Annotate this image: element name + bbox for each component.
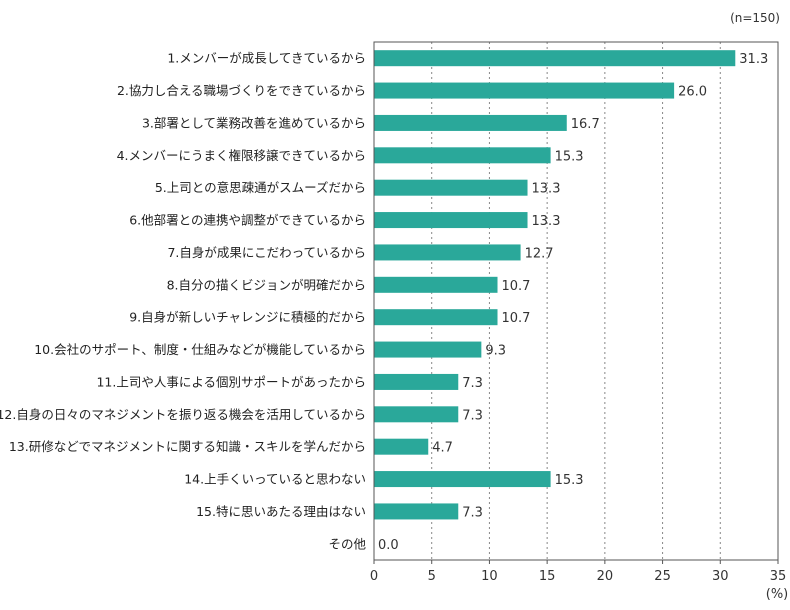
bar — [374, 341, 482, 358]
bar — [374, 471, 551, 488]
x-tick-label: 35 — [770, 569, 787, 584]
value-label: 7.3 — [462, 408, 483, 423]
value-label: 10.7 — [502, 279, 531, 294]
category-label: 12.自身の日々のマネジメントを振り返る機会を活用しているから — [0, 407, 366, 422]
bar — [374, 179, 528, 196]
bar — [374, 406, 459, 423]
category-label: 4.メンバーにうまく権限移譲できているから — [117, 148, 366, 163]
bar — [374, 276, 498, 293]
value-label: 16.7 — [571, 117, 600, 132]
x-tick-label: 30 — [712, 569, 729, 584]
bar — [374, 114, 567, 131]
x-tick-label: 0 — [370, 569, 378, 584]
category-label: 13.研修などでマネジメントに関する知識・スキルを学んだから — [9, 439, 366, 454]
value-label: 9.3 — [485, 344, 506, 359]
x-tick-label: 5 — [428, 569, 436, 584]
x-axis-unit: (%) — [766, 587, 789, 602]
category-label: 6.他部署との連携や調整ができているから — [129, 213, 366, 228]
bars — [374, 50, 736, 520]
category-label: 7.自身が成果にこだわっているから — [167, 245, 366, 260]
bar — [374, 212, 528, 229]
bar — [374, 82, 675, 99]
category-label: その他 — [328, 536, 366, 551]
category-label: 8.自分の描くビジョンが明確だから — [167, 277, 366, 292]
sample-size-note: (n=150) — [730, 11, 780, 25]
value-label: 4.7 — [432, 441, 453, 456]
category-label: 9.自身が新しいチャレンジに積極的だから — [129, 310, 366, 325]
bar — [374, 309, 498, 326]
bar — [374, 147, 551, 164]
category-label: 15.特に思いあたる理由はない — [196, 504, 366, 519]
value-label: 26.0 — [678, 85, 707, 100]
category-label: 11.上司や人事による個別サポートがあったから — [96, 374, 366, 389]
x-tick-label: 20 — [597, 569, 614, 584]
x-tick-label: 10 — [481, 569, 498, 584]
bar — [374, 244, 521, 261]
category-label: 3.部署として業務改善を進めているから — [142, 115, 366, 130]
axes — [373, 41, 779, 561]
value-label: 7.3 — [462, 505, 483, 520]
category-label: 5.上司との意思疎通がスムーズだから — [155, 180, 366, 195]
plot-frame — [373, 41, 779, 561]
value-label: 0.0 — [378, 538, 399, 553]
value-labels: 31.3 26.0 16.7 15.3 13.3 13.3 12.7 10.7 10.7 9.3 7… — [378, 52, 768, 553]
value-label: 13.3 — [532, 214, 561, 229]
category-label: 14.上手くいっていると思わない — [184, 472, 366, 487]
value-label: 15.3 — [555, 149, 584, 164]
x-tick-label: 25 — [654, 569, 671, 584]
x-tick-label: 15 — [539, 569, 556, 584]
bar — [374, 503, 459, 520]
category-labels: 1.メンバーが成長してきているから 2.協力し合える職場づくりをできているから 3.… — [0, 51, 366, 552]
bar — [374, 438, 429, 455]
value-label: 12.7 — [525, 246, 554, 261]
value-label: 7.3 — [462, 376, 483, 391]
category-label: 1.メンバーが成長してきているから — [167, 51, 366, 66]
category-label: 10.会社のサポート、制度・仕組みなどが機能しているから — [34, 342, 366, 357]
value-label: 13.3 — [532, 182, 561, 197]
value-label: 31.3 — [739, 52, 768, 67]
value-label: 15.3 — [555, 473, 584, 488]
value-label: 10.7 — [502, 311, 531, 326]
bar — [374, 50, 736, 67]
category-label: 2.協力し合える職場づくりをできているから — [117, 83, 366, 98]
bar — [374, 373, 459, 390]
x-tick-labels: 0 5 10 15 20 25 30 35 — [370, 560, 786, 584]
